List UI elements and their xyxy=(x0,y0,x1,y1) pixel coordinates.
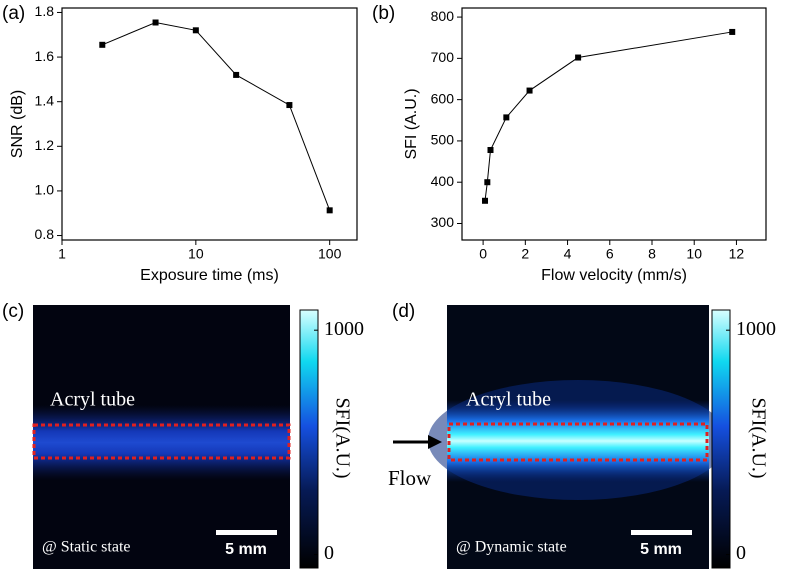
flow-label: Flow xyxy=(388,466,432,490)
x-tick-label: 4 xyxy=(564,246,572,262)
tube-signal xyxy=(33,405,290,480)
x-tick-label: 100 xyxy=(318,246,342,262)
y-tick-label: 600 xyxy=(431,90,455,106)
data-point xyxy=(286,102,293,109)
scale-bar xyxy=(631,530,692,535)
state-label: @ Static state xyxy=(42,539,131,556)
scale-bar-label: 5 mm xyxy=(640,541,682,558)
x-axis-label: Exposure time (ms) xyxy=(140,267,279,284)
roi-box xyxy=(447,422,709,462)
data-point xyxy=(192,27,199,34)
x-axis-label: Flow velocity (mm/s) xyxy=(541,267,687,284)
y-tick-label: 500 xyxy=(431,132,455,148)
panel-label: (a) xyxy=(2,3,25,24)
x-tick-label: 10 xyxy=(188,246,204,262)
plot-frame xyxy=(61,7,358,241)
colorbar-tick-label: 0 xyxy=(736,542,746,564)
data-line xyxy=(102,21,331,211)
x-tick-label: 2 xyxy=(521,246,529,262)
colorbar xyxy=(711,309,731,569)
colorbar-tick-label: 1000 xyxy=(324,318,364,340)
y-tick-label: 1.2 xyxy=(35,137,55,153)
x-tick-label: 1 xyxy=(58,246,66,262)
data-point xyxy=(99,41,106,48)
panel-label: (d) xyxy=(392,301,415,322)
data-point xyxy=(482,197,489,204)
data-point xyxy=(729,28,736,35)
data-point xyxy=(326,207,333,214)
panel-label: (c) xyxy=(2,301,24,322)
y-tick-label: 400 xyxy=(431,173,455,189)
annotation: Acryl tube xyxy=(50,389,135,411)
flow-arrowhead xyxy=(428,435,442,449)
x-tick-label: 10 xyxy=(686,246,702,262)
x-tick-label: 0 xyxy=(479,246,487,262)
y-axis-label: SFI (A.U.) xyxy=(403,88,420,159)
colorbar-title: SFI(A.U.) xyxy=(747,397,769,478)
colorbar-tick-label: 1000 xyxy=(736,318,776,340)
data-point xyxy=(575,54,582,61)
colorbar-tick-label: 0 xyxy=(324,542,334,564)
y-tick-label: 0.8 xyxy=(35,226,55,242)
colorbar-title: SFI(A.U.) xyxy=(331,397,353,478)
x-tick-label: 8 xyxy=(648,246,656,262)
y-tick-label: 700 xyxy=(431,49,455,65)
data-point xyxy=(487,147,494,154)
roi-box xyxy=(32,423,291,460)
data-point xyxy=(233,71,240,78)
data-point xyxy=(152,19,159,26)
colorbar xyxy=(299,309,319,569)
scale-bar-label: 5 mm xyxy=(225,541,267,558)
data-line xyxy=(484,31,733,201)
plot-frame xyxy=(461,7,767,241)
data-point xyxy=(503,114,510,121)
y-tick-label: 1.0 xyxy=(35,182,55,198)
data-point xyxy=(526,87,533,94)
x-tick-label: 12 xyxy=(729,246,745,262)
x-tick-label: 6 xyxy=(606,246,614,262)
y-tick-label: 1.6 xyxy=(35,48,55,64)
scale-bar xyxy=(216,530,277,535)
state-label: @ Dynamic state xyxy=(456,539,567,556)
y-tick-label: 300 xyxy=(431,214,455,230)
tube-signal xyxy=(447,400,709,482)
y-tick-label: 1.4 xyxy=(35,92,55,108)
panel-label: (b) xyxy=(372,3,395,24)
data-point xyxy=(484,179,491,186)
y-tick-label: 800 xyxy=(431,8,455,24)
annotation: Acryl tube xyxy=(466,389,551,411)
y-axis-label: SNR (dB) xyxy=(9,90,26,158)
y-tick-label: 1.8 xyxy=(35,3,55,19)
